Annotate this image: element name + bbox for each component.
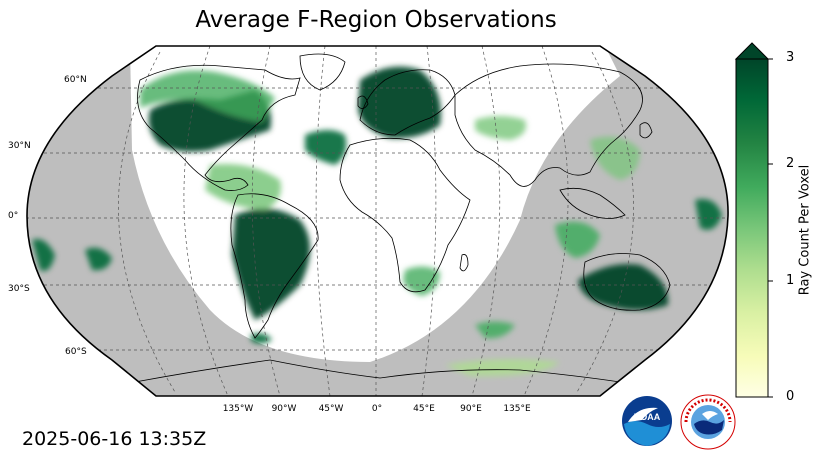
obs-central-asia [475,116,526,140]
obs-south-pacific [475,321,515,339]
obs-australia [578,264,669,310]
lon-label-45e: 45°E [413,404,435,414]
obs-south-america-edge [205,164,281,210]
coast-north-america [137,64,301,191]
colorbar-label: Ray Count Per Voxel [797,164,813,296]
obs-antarctic-edge [250,333,272,344]
colorbar-tick-1: 1 [786,273,795,288]
colorbar-gradient [735,58,769,398]
lon-label-90w: 90°W [271,404,297,414]
coast-antarctica [134,359,621,383]
coast-uk [357,95,369,109]
timestamp: 2025-06-16 13:35Z [22,428,207,450]
lon-label-135w: 135°W [222,404,254,414]
obs-europe [358,66,441,139]
coast-africa [339,137,471,293]
coast-greenland [299,53,346,91]
lon-label-135e: 135°E [503,404,531,414]
chart-title: Average F-Region Observations [195,7,557,33]
lat-label-30n: 30°N [8,141,31,151]
obs-atlantic [305,130,347,165]
coast-asia [454,63,643,187]
coast-south-america [230,193,319,339]
coast-australia [583,253,671,311]
graticule [27,46,729,396]
obs-africa-south [403,266,440,296]
obs-east-pacific-2 [85,247,112,271]
obs-south-america [232,208,310,320]
coast-southeast-asia [559,187,626,219]
lat-label-30s: 30°S [8,284,30,294]
lat-label-60n: 60°N [64,75,87,85]
nws-logo [680,394,736,450]
coast-japan [639,122,653,139]
obs-indian-ocean [555,221,600,258]
lat-label-60s: 60°S [65,347,87,357]
colorbar-tick-2: 2 [786,156,795,171]
map-border [26,45,729,397]
colorbar [734,42,773,398]
obs-west-pacific [695,199,722,230]
lon-label-90e: 90°E [460,404,482,414]
lon-label-0: 0° [371,404,383,414]
colorbar-extend-arrow [734,42,770,60]
colorbar-tick-3: 3 [786,50,795,65]
lat-label-0: 0° [8,211,19,221]
coast-madagascar [459,254,469,272]
obs-north-america-edge [140,70,275,122]
coastlines [134,53,671,383]
colorbar-tick-0: 0 [786,389,795,404]
svg-text:NOAA: NOAA [634,412,661,422]
obs-southern-ocean [445,359,560,377]
noaa-logo: NOAA [622,396,672,446]
obs-east-pacific-1 [32,239,55,271]
lon-label-45w: 45°W [318,404,344,414]
